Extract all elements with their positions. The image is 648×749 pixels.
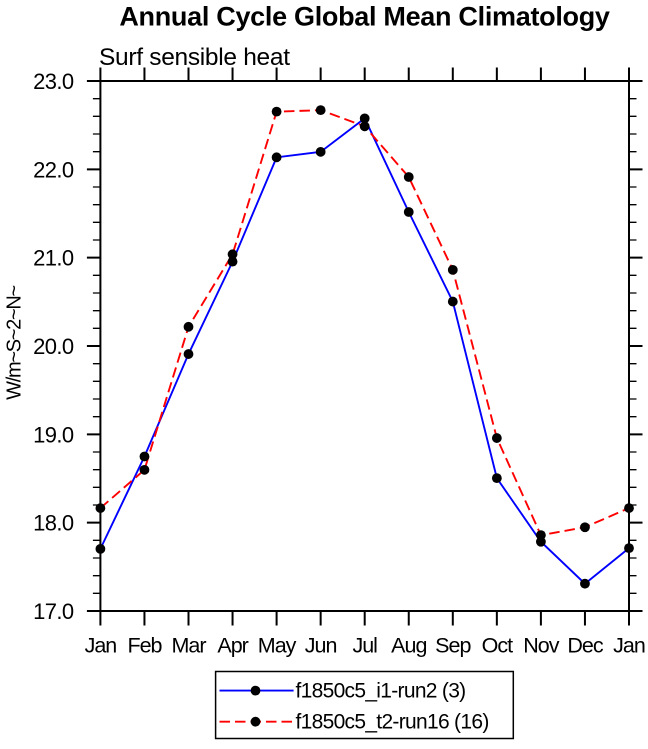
svg-text:May: May [258,634,297,658]
svg-text:22.0: 22.0 [33,157,74,182]
svg-text:19.0: 19.0 [33,422,74,447]
svg-text:18.0: 18.0 [33,511,74,536]
svg-text:Oct: Oct [482,634,513,658]
svg-text:Jun: Jun [305,634,337,658]
svg-text:Mar: Mar [171,634,206,658]
svg-text:Feb: Feb [127,634,162,658]
svg-text:W/m~S~2~N~: W/m~S~2~N~ [4,286,26,400]
svg-text:f1850c5_t2-run16 (16): f1850c5_t2-run16 (16) [296,711,489,734]
svg-text:17.0: 17.0 [33,599,74,624]
svg-text:Jan: Jan [85,634,117,658]
svg-text:Aug: Aug [391,634,426,658]
svg-text:Surf sensible heat: Surf sensible heat [99,44,290,71]
svg-text:Jan: Jan [613,634,645,658]
svg-text:23.0: 23.0 [33,69,74,94]
svg-text:Sep: Sep [435,634,471,658]
svg-text:Nov: Nov [523,634,559,658]
svg-text:Jul: Jul [352,634,377,658]
svg-text:Annual Cycle Global Mean Clima: Annual Cycle Global Mean Climatology [119,2,610,32]
svg-text:Dec: Dec [567,634,603,658]
svg-text:20.0: 20.0 [33,334,74,359]
svg-text:f1850c5_i1-run2 (3): f1850c5_i1-run2 (3) [296,679,466,702]
svg-text:21.0: 21.0 [33,246,74,271]
svg-text:Apr: Apr [217,634,248,658]
